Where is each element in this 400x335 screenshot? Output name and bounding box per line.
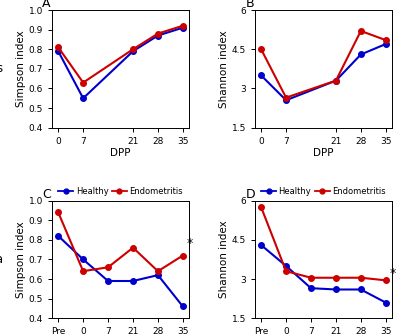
Legend: Healthy, Endometritis: Healthy, Endometritis bbox=[258, 184, 389, 199]
Legend: Healthy, Endometritis: Healthy, Endometritis bbox=[55, 184, 186, 199]
Text: C: C bbox=[42, 188, 51, 201]
X-axis label: DPP: DPP bbox=[110, 148, 131, 158]
Text: A: A bbox=[42, 0, 51, 10]
Text: *: * bbox=[187, 237, 193, 250]
Y-axis label: Shannon index: Shannon index bbox=[219, 30, 229, 108]
X-axis label: DPP: DPP bbox=[313, 148, 334, 158]
Text: *: * bbox=[390, 267, 396, 280]
Y-axis label: Simpson index: Simpson index bbox=[16, 30, 26, 107]
Text: Vagina: Vagina bbox=[0, 253, 4, 266]
Y-axis label: Shannon index: Shannon index bbox=[219, 220, 229, 298]
Text: B: B bbox=[245, 0, 254, 10]
Text: D: D bbox=[245, 188, 255, 201]
Y-axis label: Simpson index: Simpson index bbox=[16, 221, 26, 298]
Text: Uterus: Uterus bbox=[0, 62, 3, 75]
